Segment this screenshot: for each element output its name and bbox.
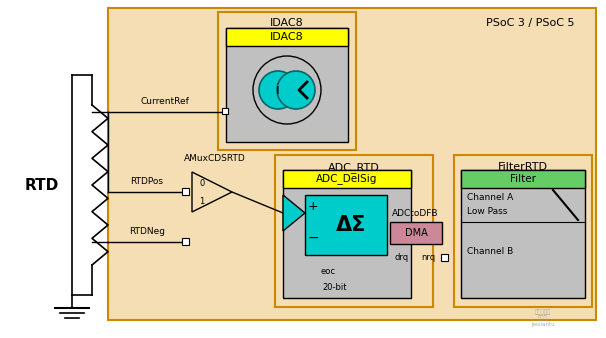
- Polygon shape: [283, 195, 305, 231]
- Bar: [283, 170, 411, 298]
- Text: Channel B: Channel B: [467, 247, 513, 257]
- Bar: [108, 8, 596, 320]
- Text: ADC_RTD: ADC_RTD: [328, 162, 380, 173]
- Bar: [390, 222, 442, 244]
- Bar: [182, 238, 189, 245]
- Text: −: −: [307, 231, 319, 245]
- Bar: [305, 195, 387, 255]
- Text: drq: drq: [395, 254, 409, 263]
- Text: 0: 0: [199, 178, 205, 188]
- Bar: [226, 28, 348, 46]
- Bar: [461, 170, 585, 188]
- Text: ADCtoDFB: ADCtoDFB: [392, 210, 439, 218]
- Bar: [182, 188, 189, 195]
- Text: CurrentRef: CurrentRef: [141, 97, 190, 106]
- Text: IDAC8: IDAC8: [270, 18, 304, 28]
- Text: DMA: DMA: [405, 228, 427, 238]
- Text: ΔΣ: ΔΣ: [336, 215, 366, 235]
- Text: nrq: nrq: [421, 254, 435, 263]
- Text: RTD: RTD: [25, 177, 59, 193]
- Text: 电子发烧友
捷仕图
jiexiantu: 电子发烧友 捷仕图 jiexiantu: [531, 309, 555, 327]
- Bar: [461, 170, 585, 298]
- Polygon shape: [192, 172, 232, 212]
- Text: RTDNeg: RTDNeg: [129, 227, 165, 236]
- Text: IDAC8: IDAC8: [270, 32, 304, 42]
- Circle shape: [259, 71, 297, 109]
- Text: FilterRTD: FilterRTD: [498, 162, 548, 172]
- Circle shape: [253, 56, 321, 124]
- Circle shape: [277, 71, 315, 109]
- Text: eoc: eoc: [321, 267, 336, 276]
- Bar: [222, 108, 228, 114]
- Text: AMuxCDSRTD: AMuxCDSRTD: [184, 154, 246, 163]
- Bar: [454, 155, 592, 307]
- Bar: [275, 155, 433, 307]
- Text: i: i: [276, 83, 280, 97]
- Bar: [218, 12, 356, 150]
- Text: RTDPos: RTDPos: [130, 177, 164, 186]
- Bar: [226, 28, 348, 142]
- Text: +: +: [308, 199, 318, 213]
- Text: 20-bit: 20-bit: [323, 284, 347, 292]
- Bar: [441, 254, 448, 261]
- Text: Channel A: Channel A: [467, 193, 513, 202]
- Text: PSoC 3 / PSoC 5: PSoC 3 / PSoC 5: [487, 18, 575, 28]
- Text: ADC_DelSig: ADC_DelSig: [316, 173, 378, 185]
- Text: Filter: Filter: [510, 174, 536, 184]
- Text: 1: 1: [199, 196, 205, 206]
- Bar: [283, 170, 411, 188]
- Text: Low Pass: Low Pass: [467, 208, 507, 217]
